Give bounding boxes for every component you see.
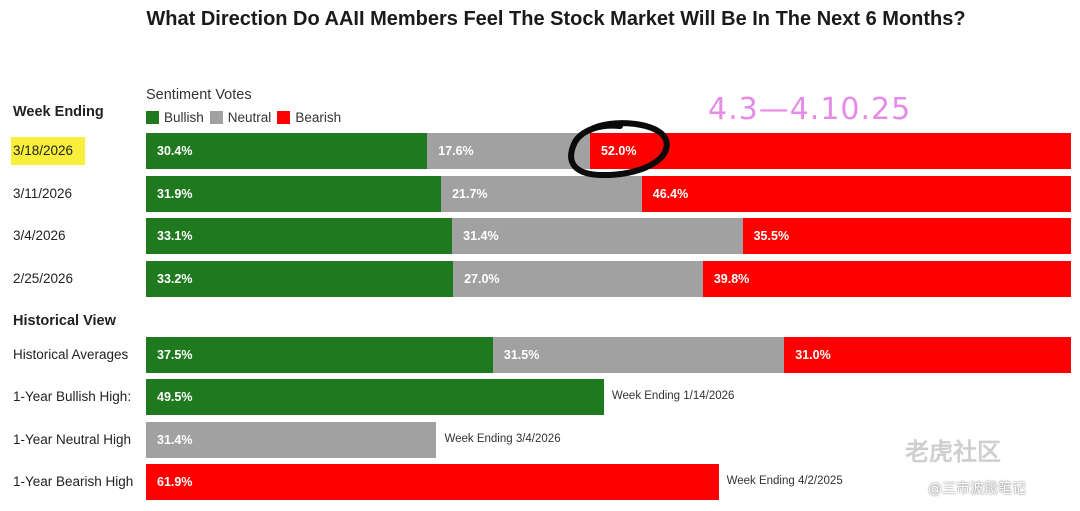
bar-segment-bullish: 30.4% bbox=[146, 133, 428, 169]
row-label-week: 3/11/2026 bbox=[13, 186, 73, 201]
bar-segment-bullish: 37.5% bbox=[146, 337, 493, 373]
high-week-note: Week Ending 4/2/2025 bbox=[726, 475, 843, 487]
row-label-bearish-high: 1-Year Bearish High bbox=[13, 474, 134, 489]
row-label-week: 2/25/2026 bbox=[13, 271, 74, 286]
bar-segment-bearish: 39.8% bbox=[702, 261, 1071, 297]
legend-label-neutral: Neutral bbox=[227, 110, 272, 125]
high-week-note: Week Ending 3/4/2026 bbox=[444, 433, 561, 445]
stacked-bar-historical: 37.5% 31.5% 31.0% bbox=[146, 337, 1071, 373]
stacked-bar: 30.4% 17.6% 52.0% bbox=[146, 133, 1071, 169]
legend-swatch-bearish bbox=[277, 111, 291, 124]
bar-bearish-high: 61.9% bbox=[146, 464, 719, 500]
legend-label-bullish: Bullish bbox=[164, 110, 204, 125]
bar-neutral-high: 31.4% bbox=[146, 422, 437, 458]
bar-bullish-high: 49.5% bbox=[146, 379, 604, 415]
bar-segment-bearish: 52.0% bbox=[589, 133, 1071, 169]
stacked-bar: 33.2% 27.0% 39.8% bbox=[146, 261, 1071, 297]
bar-segment-neutral: 27.0% bbox=[453, 261, 703, 297]
bar-segment-bearish: 46.4% bbox=[641, 176, 1071, 212]
row-label-bullish-high: 1-Year Bullish High: bbox=[13, 389, 132, 404]
bar-segment-bullish: 33.1% bbox=[146, 218, 453, 254]
legend-swatch-neutral bbox=[209, 111, 223, 124]
legend-label-bearish: Bearish bbox=[295, 110, 342, 125]
sentiment-votes-label: Sentiment Votes bbox=[146, 87, 252, 103]
legend-item-bullish: Bullish bbox=[146, 110, 204, 125]
chart-title: What Direction Do AAII Members Feel The … bbox=[146, 8, 966, 30]
row-label-week: 3/18/2026 bbox=[11, 137, 86, 165]
week-ending-header: Week Ending bbox=[13, 104, 104, 120]
row-label-week: 3/4/2026 bbox=[13, 228, 66, 243]
stacked-bar: 33.1% 31.4% 35.5% bbox=[146, 218, 1071, 254]
bar-segment-neutral: 17.6% bbox=[427, 133, 590, 169]
legend-swatch-bullish bbox=[146, 111, 159, 124]
legend: Bullish Neutral Bearish bbox=[146, 110, 347, 125]
bar-segment-bullish: 31.9% bbox=[146, 176, 442, 212]
stacked-bar: 31.9% 21.7% 46.4% bbox=[146, 176, 1071, 212]
row-label-neutral-high: 1-Year Neutral High bbox=[13, 432, 132, 447]
high-week-note: Week Ending 1/14/2026 bbox=[611, 390, 735, 402]
watermark-handle: @三市波段笔记 bbox=[928, 481, 1026, 497]
legend-item-neutral: Neutral bbox=[209, 110, 272, 125]
bar-segment-neutral: 31.5% bbox=[492, 337, 785, 373]
watermark-brand: 老虎社区 bbox=[905, 438, 1001, 466]
bar-segment-bearish: 31.0% bbox=[784, 337, 1071, 373]
historical-view-header: Historical View bbox=[13, 313, 116, 329]
bar-segment-bullish: 33.2% bbox=[146, 261, 454, 297]
bar-segment-bearish: 35.5% bbox=[742, 218, 1071, 254]
bar-segment-neutral: 31.4% bbox=[452, 218, 743, 254]
handwritten-annotation: 4.3—4.10.25 bbox=[708, 92, 912, 127]
legend-item-bearish: Bearish bbox=[277, 110, 341, 125]
bar-segment-neutral: 21.7% bbox=[441, 176, 642, 212]
row-label-historical-averages: Historical Averages bbox=[13, 347, 129, 362]
